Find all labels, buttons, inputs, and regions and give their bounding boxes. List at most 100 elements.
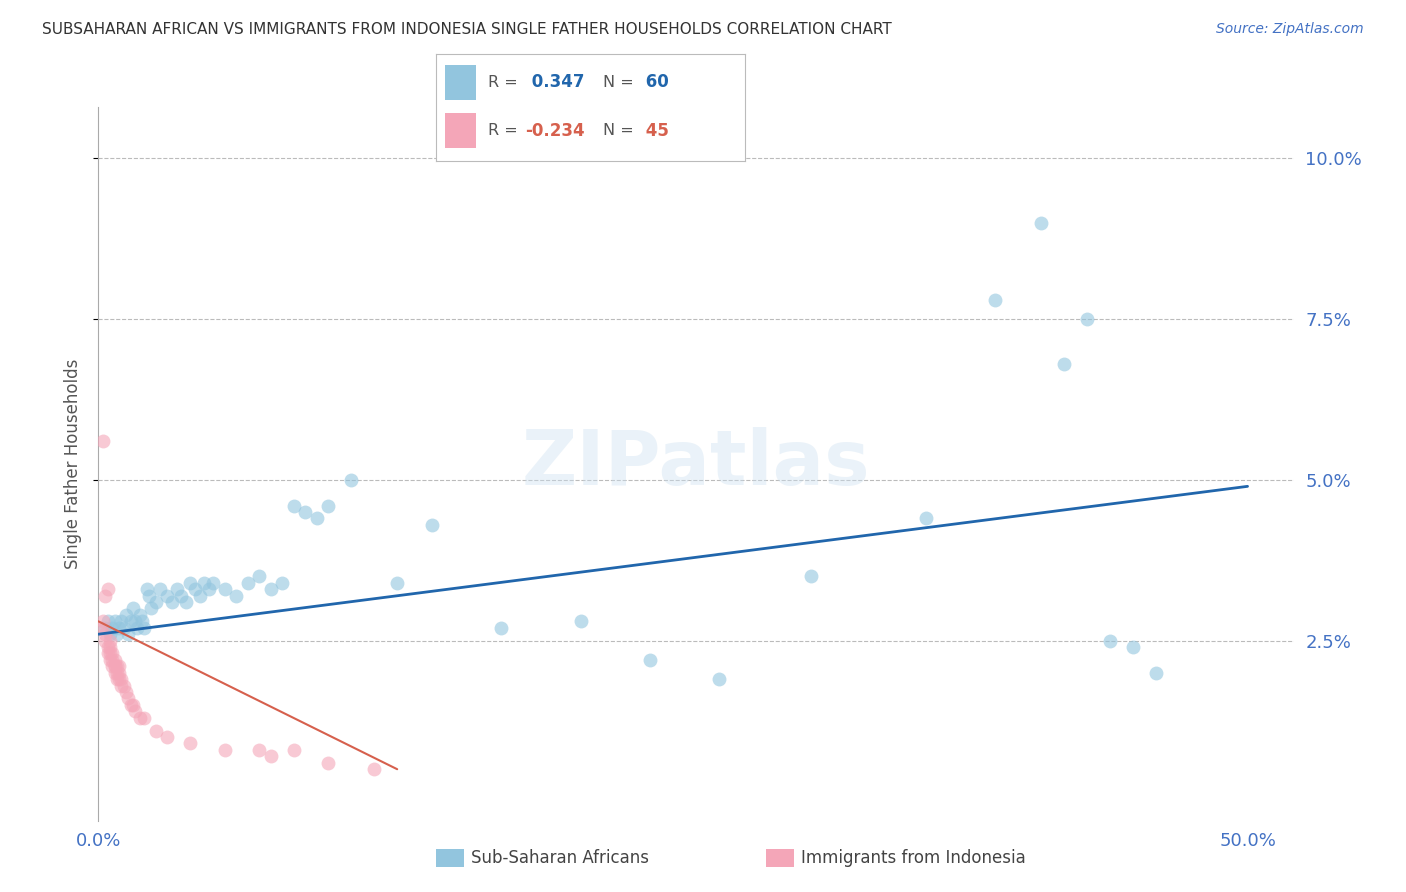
Point (179, 575, 201, 590)
Point (97, 640, 120, 654)
Point (97, 615, 120, 629)
Point (101, 647, 124, 661)
Point (97, 647, 120, 661)
Point (134, 711, 156, 725)
Point (283, 743, 305, 757)
Point (569, 615, 592, 629)
Point (103, 665, 125, 680)
Point (94, 627, 117, 641)
Point (156, 589, 179, 603)
Point (247, 743, 270, 757)
Bar (446, 113, 477, 148)
Point (145, 595, 167, 609)
Point (103, 615, 125, 629)
Point (108, 659, 131, 673)
Point (638, 653, 661, 667)
Point (1076, 312, 1098, 326)
Text: Sub-Saharan Africans: Sub-Saharan Africans (471, 849, 650, 867)
Text: R =: R = (488, 75, 523, 90)
Point (1144, 665, 1167, 680)
Point (105, 627, 128, 641)
Point (108, 621, 131, 635)
Point (127, 621, 149, 635)
Point (385, 575, 409, 590)
Point (105, 665, 128, 680)
Point (120, 698, 142, 712)
Point (110, 672, 132, 686)
Point (260, 582, 283, 597)
Text: N =: N = (603, 75, 638, 90)
Text: ZIPatlas: ZIPatlas (522, 427, 870, 500)
Point (174, 595, 197, 609)
Text: R =: R = (488, 123, 523, 138)
Point (112, 621, 135, 635)
Point (202, 575, 225, 590)
Point (112, 679, 135, 693)
Point (489, 621, 512, 635)
Text: 60: 60 (640, 73, 669, 91)
Text: -0.234: -0.234 (526, 121, 585, 139)
Point (247, 569, 270, 583)
Point (316, 499, 339, 513)
Point (115, 607, 138, 622)
Point (316, 756, 339, 770)
Point (340, 473, 363, 487)
Point (91, 434, 114, 449)
Point (103, 659, 125, 673)
Point (984, 293, 1007, 307)
Point (128, 711, 150, 725)
Point (134, 621, 156, 635)
Point (124, 615, 146, 629)
Point (363, 762, 385, 776)
Point (120, 615, 142, 629)
Point (214, 743, 236, 757)
Point (108, 665, 131, 680)
Point (420, 517, 443, 532)
Text: 45: 45 (640, 121, 669, 139)
Point (98, 640, 121, 654)
Point (188, 589, 211, 603)
Point (124, 704, 146, 718)
Point (98, 633, 121, 648)
Point (131, 615, 153, 629)
Point (149, 582, 172, 597)
Point (110, 679, 132, 693)
Point (110, 615, 132, 629)
Text: SUBSAHARAN AFRICAN VS IMMIGRANTS FROM INDONESIA SINGLE FATHER HOUSEHOLDS CORRELA: SUBSAHARAN AFRICAN VS IMMIGRANTS FROM IN… (42, 22, 891, 37)
Point (294, 505, 316, 519)
Point (103, 653, 125, 667)
Point (170, 589, 193, 603)
Point (91, 615, 114, 629)
Point (193, 575, 215, 590)
Text: N =: N = (603, 123, 638, 138)
Point (305, 511, 328, 525)
Y-axis label: Single Father Households: Single Father Households (65, 359, 83, 569)
Point (707, 672, 730, 686)
Point (128, 607, 150, 622)
Point (160, 595, 183, 609)
Point (135, 582, 157, 597)
Point (283, 499, 305, 513)
Text: 0.347: 0.347 (526, 73, 583, 91)
Point (90, 621, 112, 635)
Point (105, 672, 128, 686)
Point (166, 582, 188, 597)
Point (1053, 357, 1076, 371)
Point (141, 601, 163, 615)
Point (103, 659, 125, 673)
Text: Immigrants from Indonesia: Immigrants from Indonesia (801, 849, 1026, 867)
Point (94, 589, 117, 603)
Point (117, 627, 139, 641)
Point (1122, 640, 1144, 654)
Point (138, 589, 160, 603)
Point (271, 575, 294, 590)
Point (115, 685, 138, 699)
Point (98, 627, 121, 641)
Point (1029, 216, 1052, 230)
Point (98, 653, 121, 667)
Point (101, 621, 124, 635)
Point (1098, 633, 1121, 648)
Point (108, 672, 131, 686)
Text: Source: ZipAtlas.com: Source: ZipAtlas.com (1216, 22, 1364, 37)
Point (800, 569, 823, 583)
